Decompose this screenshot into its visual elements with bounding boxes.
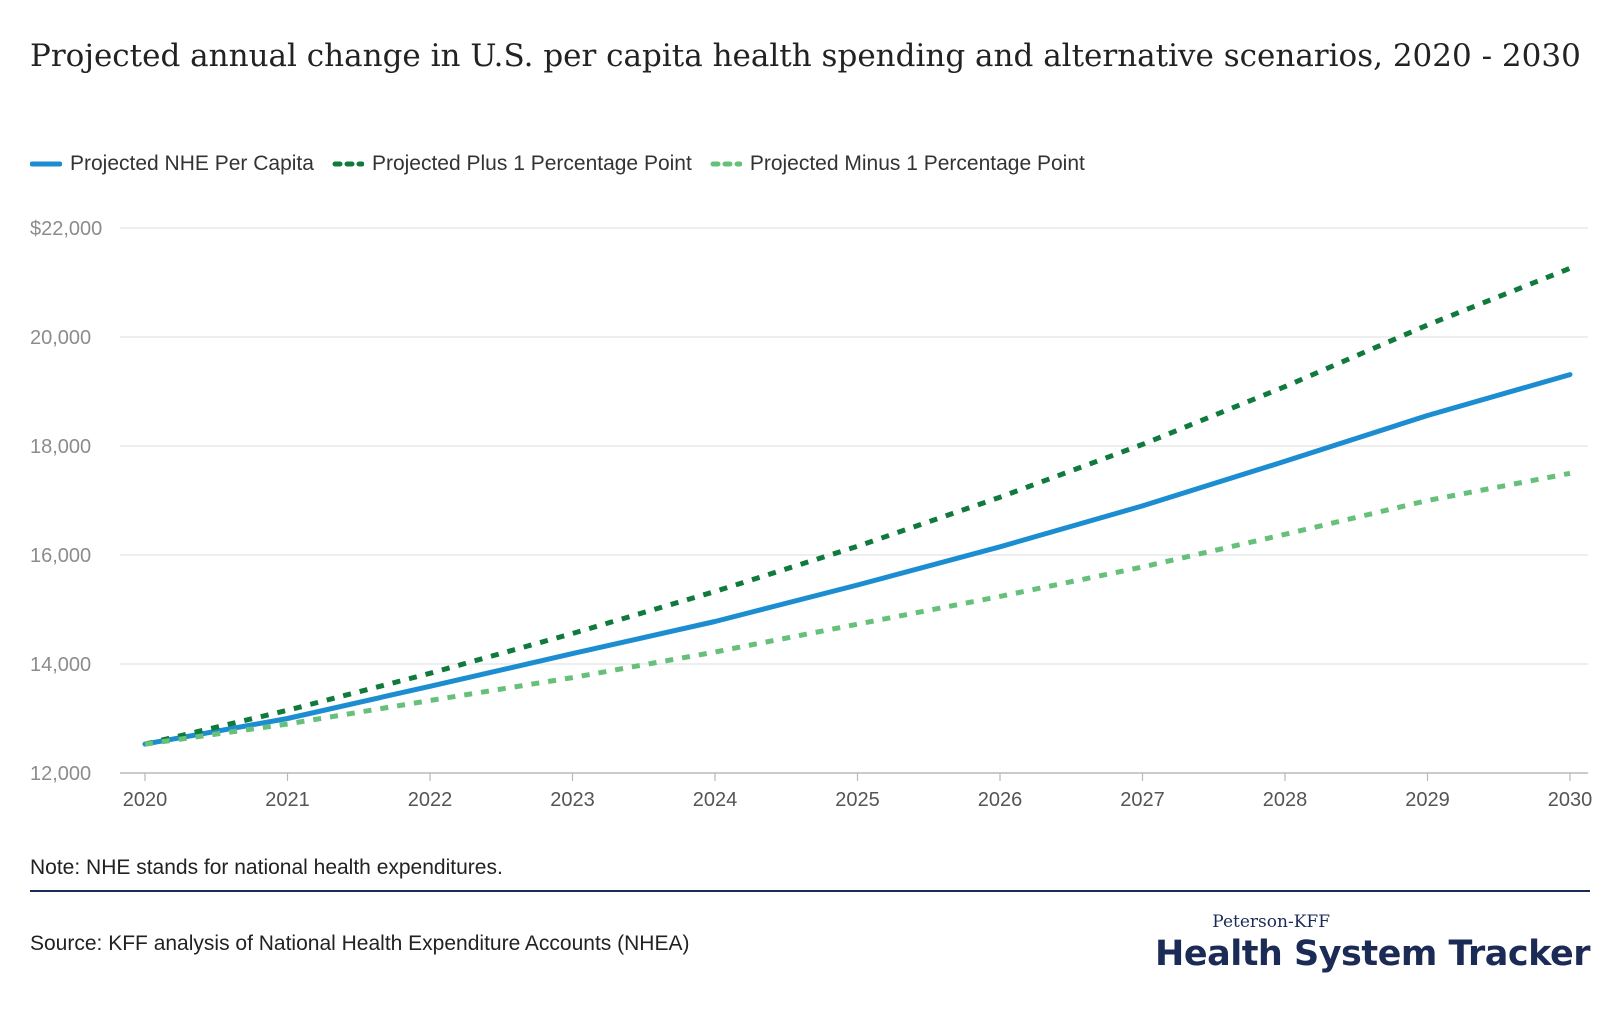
x-tick-label: 2028 [1263, 789, 1308, 811]
x-tick-label: 2025 [835, 789, 880, 811]
brand-logo: Health System Tracker [1155, 934, 1590, 974]
brand-subtitle: Peterson-KFF [1212, 912, 1330, 932]
x-tick-label: 2024 [693, 789, 738, 811]
y-tick-label: $22,000 [30, 218, 102, 240]
chart-source: Source: KFF analysis of National Health … [30, 932, 690, 955]
y-tick-label: 14,000 [30, 654, 91, 676]
divider [30, 890, 1590, 892]
series-line-projected-minus-1-percentage-point [144, 470, 1571, 747]
y-axis: 12,000 14,000 16,000 18,000 20,000 $22,000 [30, 218, 102, 785]
series-line-projected-plus-1-percentage-point [144, 265, 1571, 747]
x-tick-label: 2027 [1120, 789, 1165, 811]
x-tick-label: 2020 [123, 789, 168, 811]
y-tick-label: 12,000 [30, 763, 91, 785]
series-line-projected-nhe-per-capita [142, 372, 1573, 747]
line-chart: 12,000 14,000 16,000 18,000 20,000 $22,000 20… [30, 218, 1593, 811]
legend-item-minus-1: Projected Minus 1 Percentage Point [710, 152, 1085, 176]
chart-title: Projected annual change in U.S. per capi… [30, 38, 1581, 74]
legend-label-minus-1: Projected Minus 1 Percentage Point [749, 152, 1085, 175]
legend-swatch-dashed-dark-icon [332, 161, 364, 167]
gridlines [120, 227, 1588, 774]
x-tick-label: 2022 [408, 789, 453, 811]
legend-label-plus-1: Projected Plus 1 Percentage Point [371, 152, 692, 175]
x-axis: 2020 2021 2022 2023 2024 2025 2026 2027 2028 2029… [123, 773, 1593, 811]
y-tick-label: 16,000 [30, 545, 91, 567]
legend-swatch-dashed-light-icon [710, 161, 742, 167]
chart-note: Note: NHE stands for national health exp… [30, 856, 503, 879]
y-tick-label: 20,000 [30, 327, 91, 349]
legend-item-projected: Projected NHE Per Capita [30, 152, 314, 176]
x-tick-label: 2023 [550, 789, 595, 811]
series-lines [142, 265, 1573, 747]
legend-swatch-solid-icon [30, 161, 62, 167]
x-tick-label: 2029 [1405, 789, 1450, 811]
y-tick-label: 18,000 [30, 436, 91, 458]
x-tick-label: 2030 [1548, 789, 1593, 811]
x-tick-label: 2021 [265, 789, 310, 811]
legend-label-projected: Projected NHE Per Capita [70, 152, 314, 175]
legend-item-plus-1: Projected Plus 1 Percentage Point [332, 152, 692, 176]
x-tick-label: 2026 [978, 789, 1023, 811]
legend: Projected NHE Per Capita Projected Plus … [30, 152, 1103, 176]
